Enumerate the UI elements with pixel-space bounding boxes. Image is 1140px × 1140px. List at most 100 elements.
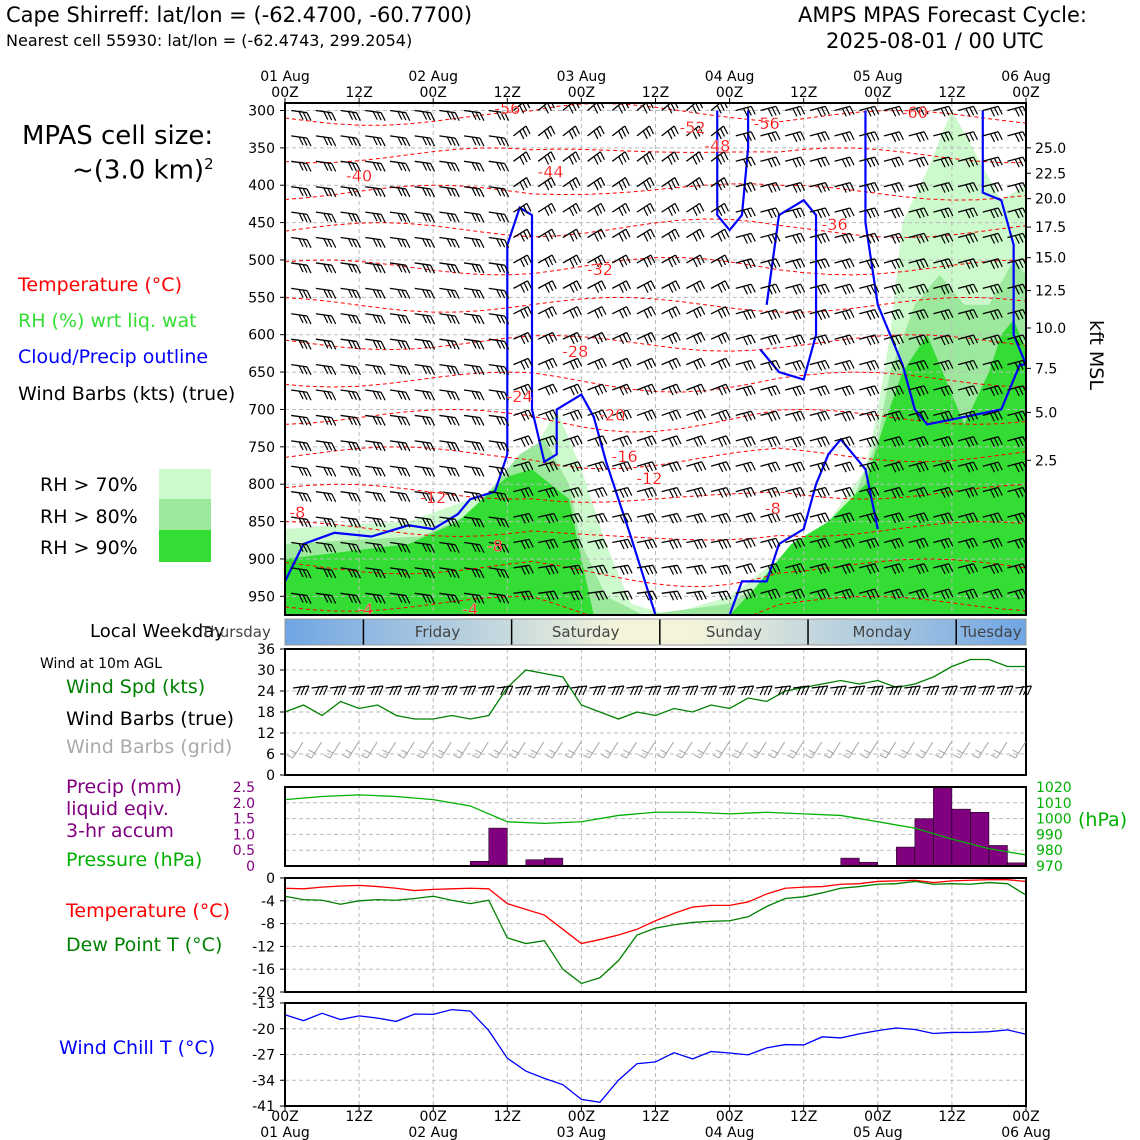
wind-barb	[365, 440, 386, 452]
wind-barb-feather	[446, 289, 452, 298]
wind-barb	[710, 590, 732, 601]
wind-barb-feather	[638, 754, 646, 759]
wind-barb	[859, 512, 880, 524]
wind-barb-feather	[935, 754, 942, 759]
wind-barb-feather	[891, 260, 897, 270]
wind-barb-feather	[500, 569, 506, 578]
wind-barb-feather	[670, 685, 677, 696]
wind-barb-feather	[800, 207, 806, 217]
wind-barb-feather	[919, 539, 925, 548]
wind-barb-feather	[817, 463, 823, 473]
wind-barb-feather	[347, 136, 354, 146]
wind-barb-feather	[547, 179, 553, 189]
pressure-tick-label: 1010	[1036, 796, 1072, 812]
wind-barb-feather	[771, 157, 777, 167]
wind-barb-feather	[651, 435, 657, 445]
wind-barb	[859, 309, 880, 320]
wind-barb	[908, 156, 929, 168]
wind-barb-feather	[652, 539, 658, 548]
wind-barb-feather	[972, 360, 979, 369]
wind-barb-feather	[692, 181, 698, 191]
wind-barb	[291, 440, 312, 452]
wind-barb-grid	[861, 741, 878, 759]
wind-barb-true	[774, 685, 792, 696]
wind-barb-feather	[467, 685, 473, 696]
wind-barb-feather	[553, 513, 559, 522]
wind-barb	[488, 262, 510, 274]
wind-barb-feather	[722, 565, 728, 575]
wind-barb-feather	[1022, 182, 1026, 191]
cloud-outline-4	[728, 437, 879, 615]
wind-barb	[834, 461, 855, 473]
wind-barb-true	[367, 685, 384, 696]
wind-barb-feather	[450, 111, 456, 121]
wind-barb-feather	[870, 284, 876, 294]
wind-barb-feather	[355, 519, 361, 528]
wind-barb-feather	[771, 539, 777, 548]
wind-barb-feather	[725, 358, 731, 367]
wind-barb	[562, 306, 582, 319]
wind-barb-feather	[302, 238, 308, 248]
wind-barb	[365, 465, 386, 477]
wind-barb-feather	[997, 233, 1003, 242]
wind-barb-feather	[800, 233, 806, 242]
wind-barb-feather	[401, 391, 407, 400]
wind-barb-feather	[302, 543, 308, 553]
wind-barb-feather	[376, 442, 382, 451]
wind-barb-feather	[824, 588, 830, 598]
wind-barb-feather	[544, 181, 550, 191]
wind-barb	[537, 177, 556, 191]
wind-barb	[291, 541, 312, 553]
wind-barb-feather	[874, 207, 880, 217]
y-tick-label: 350	[248, 141, 275, 157]
temperature-label: -56	[754, 114, 780, 133]
wind-barb-feather	[675, 754, 683, 759]
wind-barb-feather	[372, 289, 378, 298]
wind-barb-feather	[475, 289, 481, 299]
wind-barb	[414, 363, 436, 376]
wind-barb-feather	[347, 314, 354, 324]
wind-barb-staff	[834, 359, 851, 366]
wind-barb-feather	[866, 590, 872, 600]
wind-barb-feather	[1018, 284, 1024, 294]
wind-barb-feather	[874, 538, 880, 547]
wind-barb-feather	[479, 442, 485, 452]
wind-barb-feather	[397, 340, 403, 349]
wind-barb	[859, 537, 880, 549]
wind-barb-feather	[915, 235, 921, 244]
wind-barb-feather	[700, 383, 706, 393]
wind-barb-feather	[523, 333, 529, 343]
wind-barb-feather	[697, 385, 703, 394]
wind-barb-feather	[298, 187, 304, 197]
wind-barb-feather	[504, 163, 510, 172]
wind-barb-feather	[750, 360, 756, 369]
wind-barb-feather	[569, 207, 575, 217]
wind-barb-feather	[622, 333, 628, 343]
wind-barb	[636, 280, 656, 293]
wind-barb-feather	[446, 594, 452, 603]
wind-barb	[315, 414, 337, 426]
wind-barb-feather	[327, 518, 333, 528]
wind-barb-feather	[594, 515, 600, 524]
wind-barb	[785, 461, 806, 473]
wind-barb	[735, 385, 756, 397]
wind-barb-feather	[866, 413, 872, 422]
wind-barb	[315, 135, 337, 147]
wind-barb	[834, 156, 855, 168]
wind-barb-feather	[775, 106, 781, 115]
wind-barb	[809, 156, 830, 168]
wind-barb-feather	[849, 512, 855, 522]
wind-barb-feather	[866, 514, 872, 524]
wind-barb-feather	[697, 591, 703, 600]
wind-barb	[1007, 588, 1026, 600]
wind-barb	[612, 435, 633, 447]
wind-barb-feather	[429, 264, 436, 274]
temperature-contour	[285, 218, 1026, 239]
wind-barb-feather	[351, 340, 357, 350]
wind-barb-staff	[903, 741, 915, 759]
wind-barb-feather	[993, 564, 999, 574]
wind-barb-feather	[866, 184, 872, 193]
wind-barb-feather	[697, 749, 704, 754]
precip-bar	[933, 786, 953, 867]
wind-barb-feather	[623, 514, 629, 523]
